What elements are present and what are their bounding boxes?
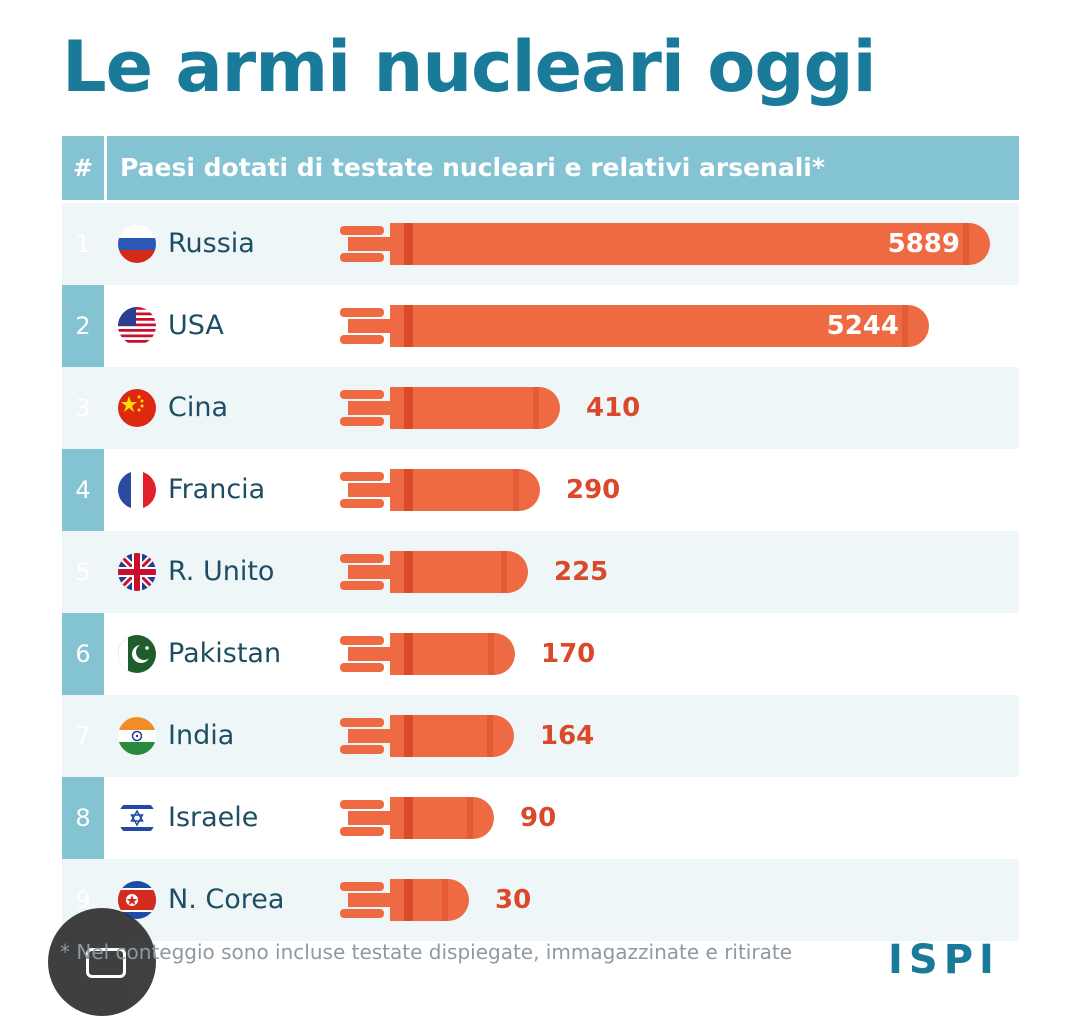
country-label: India	[168, 720, 235, 751]
data-label: 30	[495, 885, 532, 915]
data-label: 164	[540, 721, 595, 751]
data-label: 90	[520, 803, 557, 833]
table-header: # Paesi dotati di testate nucleari e rel…	[62, 136, 1019, 200]
bar-row: 3 Cina 410	[62, 367, 1019, 449]
data-label: 5244	[826, 311, 899, 341]
bar	[340, 387, 564, 429]
rank-column-header: #	[62, 136, 107, 200]
page-title: Le armi nucleari oggi	[62, 26, 877, 108]
uk-flag-icon	[118, 553, 156, 591]
bar-row: 8 Israele 90	[62, 777, 1019, 859]
bar	[340, 469, 544, 511]
india-flag-icon	[118, 717, 156, 755]
rank-number: 7	[75, 722, 91, 750]
country-label: USA	[168, 310, 224, 341]
data-label: 290	[566, 475, 621, 505]
bar	[340, 223, 994, 265]
rank-number: 8	[75, 804, 91, 832]
rank-number: 1	[75, 230, 91, 258]
bar-row: 7 India 164	[62, 695, 1019, 777]
footnote: * Nel conteggio sono incluse testate dis…	[60, 940, 792, 964]
bar	[340, 797, 498, 839]
country-label: R. Unito	[168, 556, 275, 587]
country-label: N. Corea	[168, 884, 285, 915]
table-header-title: Paesi dotati di testate nucleari e relat…	[120, 153, 825, 182]
bar-row: 2 USA 5244	[62, 285, 1019, 367]
country-label: Russia	[168, 228, 255, 259]
israel-flag-icon	[118, 799, 156, 837]
bar-row: 4 Francia 290	[62, 449, 1019, 531]
bar	[340, 305, 933, 347]
country-label: Israele	[168, 802, 259, 833]
france-flag-icon	[118, 471, 156, 509]
rank-number: 3	[75, 394, 91, 422]
rank-number: 2	[75, 312, 91, 340]
bar-row: 6 Pakistan 170	[62, 613, 1019, 695]
data-label: 5889	[887, 229, 960, 259]
ispi-logo: ISPI	[888, 937, 1000, 983]
bar-row: 9 N. Corea 30	[62, 859, 1019, 941]
china-flag-icon	[118, 389, 156, 427]
bar	[340, 879, 473, 921]
russia-flag-icon	[118, 225, 156, 263]
data-label: 170	[541, 639, 596, 669]
country-label: Francia	[168, 474, 266, 505]
rank-number: 5	[75, 558, 91, 586]
country-label: Pakistan	[168, 638, 282, 669]
pakistan-flag-icon	[118, 635, 156, 673]
rank-number: 6	[75, 640, 91, 668]
bar-row: 1 Russia 5889	[62, 203, 1019, 285]
bar	[340, 633, 519, 675]
rank-number: 4	[75, 476, 91, 504]
bar	[340, 551, 532, 593]
data-label: 225	[554, 557, 609, 587]
country-label: Cina	[168, 392, 229, 423]
bar	[340, 715, 518, 757]
rank-number: 9	[75, 886, 91, 914]
bar-row: 5 R. Unito 225	[62, 531, 1019, 613]
data-label: 410	[586, 393, 641, 423]
usa-flag-icon	[118, 307, 156, 345]
